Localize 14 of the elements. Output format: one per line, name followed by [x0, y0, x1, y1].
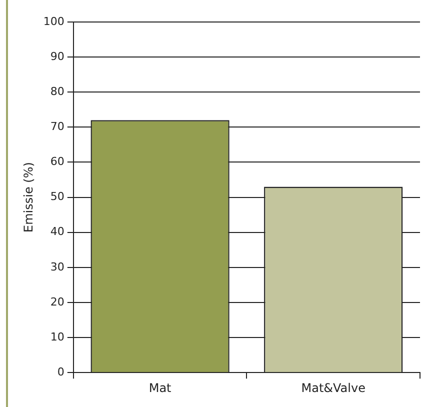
- y-tick-label: 40: [50, 225, 64, 238]
- y-tick-label: 80: [50, 84, 64, 98]
- y-tick-label: 30: [50, 260, 64, 274]
- y-tick-label: 90: [50, 50, 64, 63]
- x-tick-label: Mat&Valve: [301, 380, 366, 395]
- y-tick-label: 10: [50, 330, 64, 344]
- y-tick-label: 70: [50, 120, 64, 134]
- y-axis-title: Emissie (%): [21, 162, 36, 233]
- y-tick-label: 0: [57, 365, 64, 378]
- y-tick-label: 100: [43, 14, 64, 28]
- y-tick-label: 50: [50, 190, 64, 204]
- x-tick-label: Mat: [148, 380, 172, 395]
- y-tick-label: 60: [50, 155, 64, 168]
- y-tick-label: 20: [50, 295, 64, 308]
